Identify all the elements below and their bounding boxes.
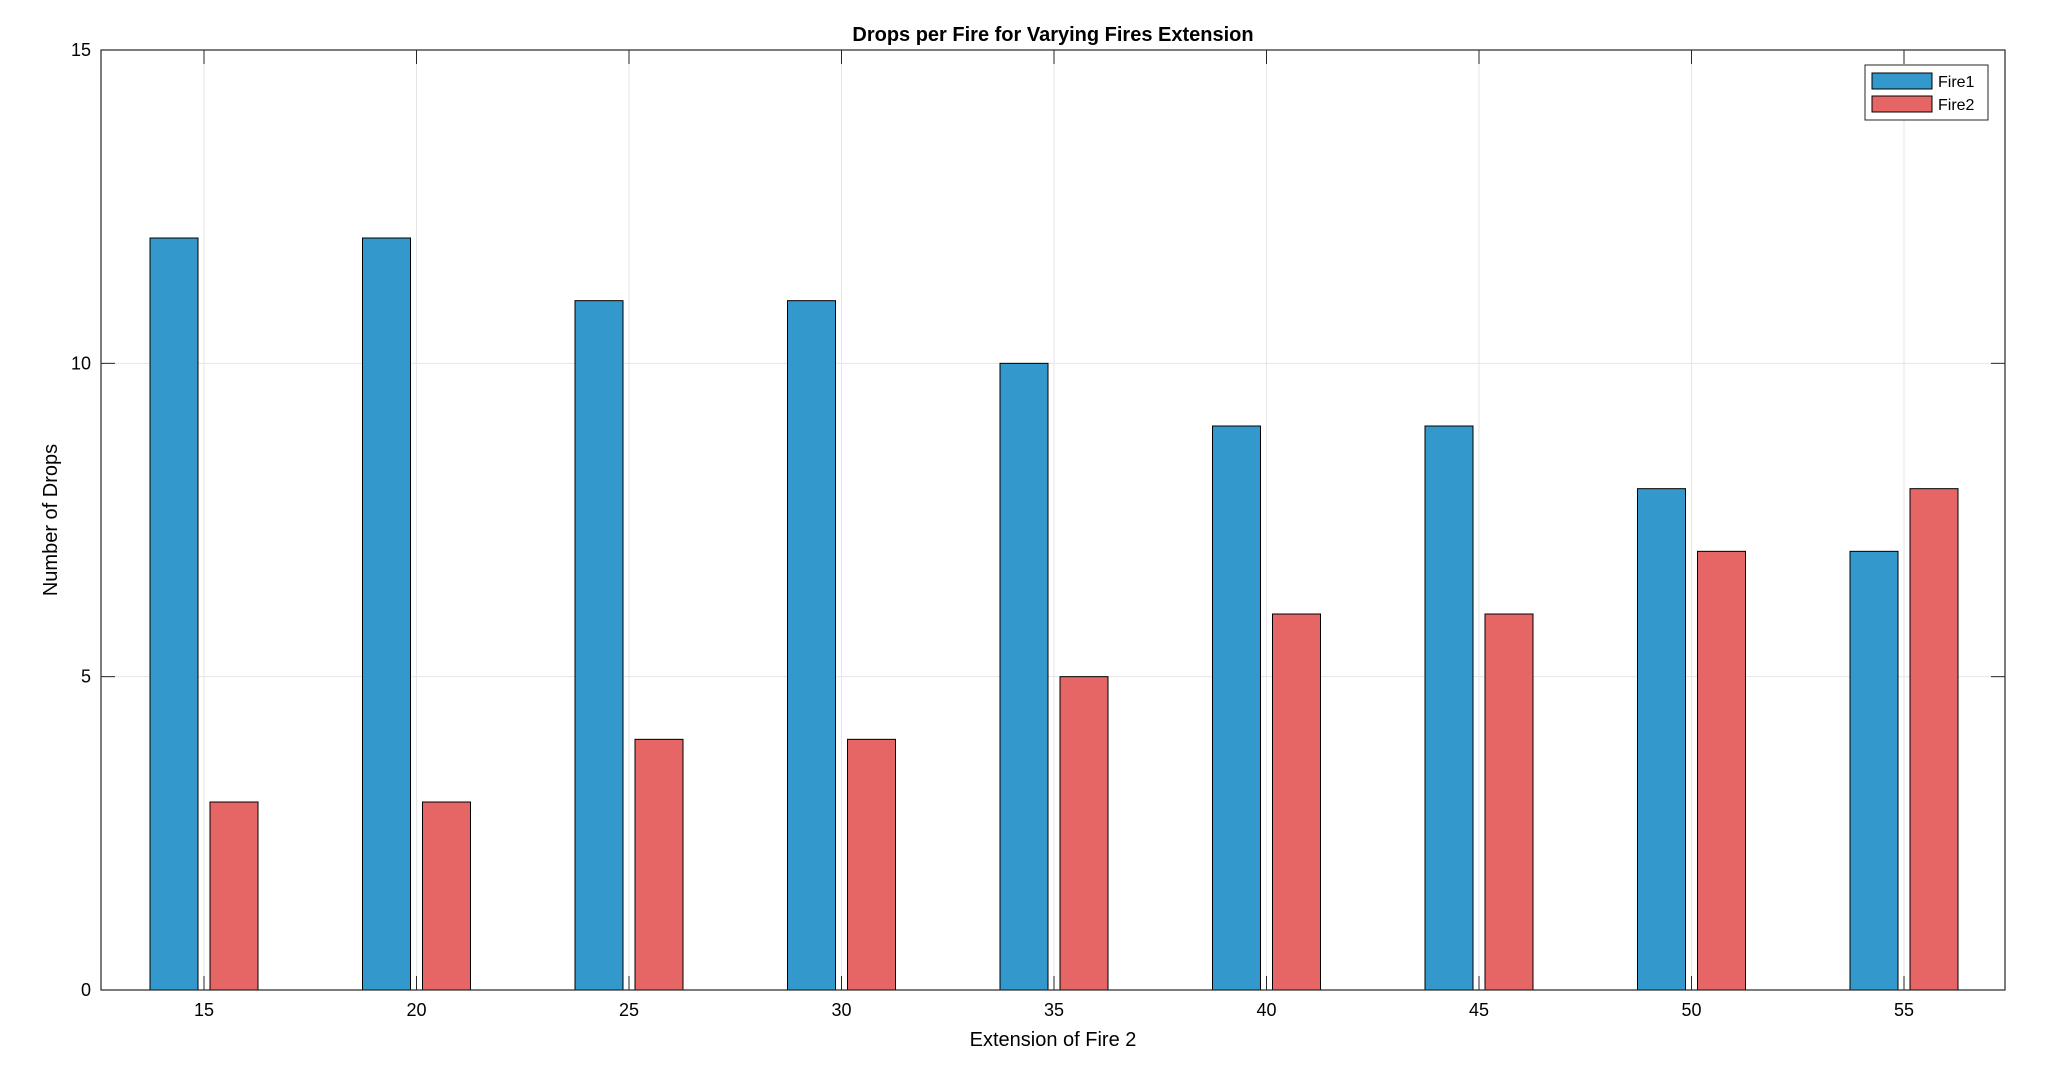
bar-fire1-35: [999, 362, 1049, 991]
chart-title: Drops per Fire for Varying Fires Extensi…: [852, 24, 1253, 46]
bar-fire1-55: [1849, 550, 1899, 991]
x-tick-label: 45: [1469, 1000, 1489, 1020]
bar-fire2-25: [634, 738, 684, 991]
bar-fire2-15: [209, 801, 259, 991]
legend: Fire1 Fire2: [1864, 64, 1989, 121]
x-tick-label: 50: [1681, 1000, 1701, 1020]
bar-fire2-40: [1272, 613, 1321, 991]
y-tick-label: 15: [71, 40, 91, 60]
bar-fire2-50: [1697, 550, 1746, 991]
x-tick-label: 15: [194, 1000, 214, 1020]
bar-fire1-50: [1637, 488, 1686, 991]
bar-fire2-30: [847, 738, 896, 991]
plot-frame: [100, 49, 2006, 991]
bar-fire1-20: [362, 237, 411, 991]
bar-fire1-15: [149, 237, 199, 991]
x-tick-label: 40: [1256, 1000, 1276, 1020]
bar-fire2-45: [1484, 613, 1534, 991]
bars: [149, 237, 1959, 991]
legend-swatch-fire2: [1871, 95, 1933, 113]
x-tick-label: 25: [619, 1000, 639, 1020]
x-axis-label: Extension of Fire 2: [970, 1029, 1137, 1051]
bar-fire2-35: [1059, 676, 1109, 991]
bar-fire1-45: [1424, 425, 1474, 991]
x-tick-label: 30: [831, 1000, 851, 1020]
bar-fire2-55: [1909, 488, 1959, 991]
y-tick-label: 10: [71, 353, 91, 373]
x-tick-label: 35: [1044, 1000, 1064, 1020]
x-tick-labels: 15 20 25 30 35 40 45 50 55: [194, 1000, 1914, 1020]
bar-fire2-20: [422, 801, 471, 991]
y-axis-label: Number of Drops: [40, 444, 62, 596]
x-tick-label: 55: [1894, 1000, 1914, 1020]
y-tick-label: 0: [81, 980, 91, 1000]
y-tick-label: 5: [81, 667, 91, 687]
bar-fire1-40: [1212, 425, 1261, 991]
plot-background: [101, 50, 2005, 990]
grid-lines: [101, 49, 2005, 991]
bar-fire1-25: [574, 300, 624, 991]
x-tick-label: 20: [406, 1000, 426, 1020]
legend-swatch-fire1: [1871, 72, 1933, 90]
legend-label-fire2: Fire2: [1938, 97, 1975, 114]
legend-label-fire1: Fire1: [1938, 74, 1975, 91]
bar-fire1-30: [787, 300, 836, 991]
y-tick-labels: 0 5 10 15: [71, 40, 91, 1000]
